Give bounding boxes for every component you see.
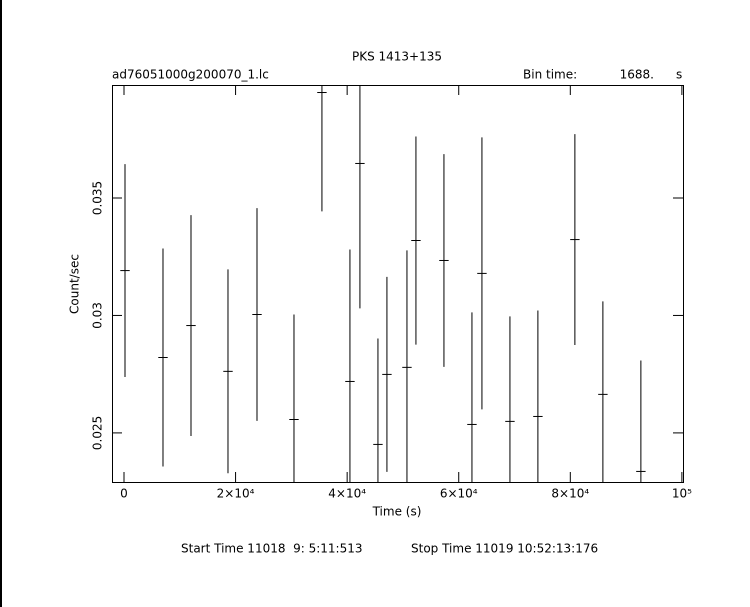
- y-tick-label: 0.025: [91, 416, 105, 450]
- x-tick-label: 6×10⁴: [440, 487, 478, 501]
- y-axis-label: Count/sec: [68, 254, 82, 314]
- bin-time: 1688.: [620, 68, 654, 82]
- x-tick-label: 4×10⁴: [328, 487, 366, 501]
- x-axis-label: Time (s): [372, 505, 422, 519]
- y-tick-label: 0.035: [91, 181, 105, 215]
- x-tick-label: 10⁵: [672, 487, 692, 501]
- x-tick-label: 2×10⁴: [217, 487, 255, 501]
- file-label: ad76051000g200070_1.lc: [112, 68, 269, 82]
- bin-time-label: Bin time:: [523, 68, 577, 82]
- plot-area: [120, 85, 646, 482]
- y-tick-label: 0.03: [91, 302, 105, 329]
- plot-frame: [112, 85, 684, 483]
- x-tick-label: 0: [120, 487, 128, 501]
- stop-time: Stop Time 11019 10:52:13:176: [411, 542, 598, 556]
- x-tick-label: 8×10⁴: [551, 487, 589, 501]
- chart-title: PKS 1413+135: [352, 50, 442, 64]
- start-time: Start Time 11018 9: 5:11:513: [181, 542, 363, 556]
- bin-time-unit: s: [676, 68, 682, 82]
